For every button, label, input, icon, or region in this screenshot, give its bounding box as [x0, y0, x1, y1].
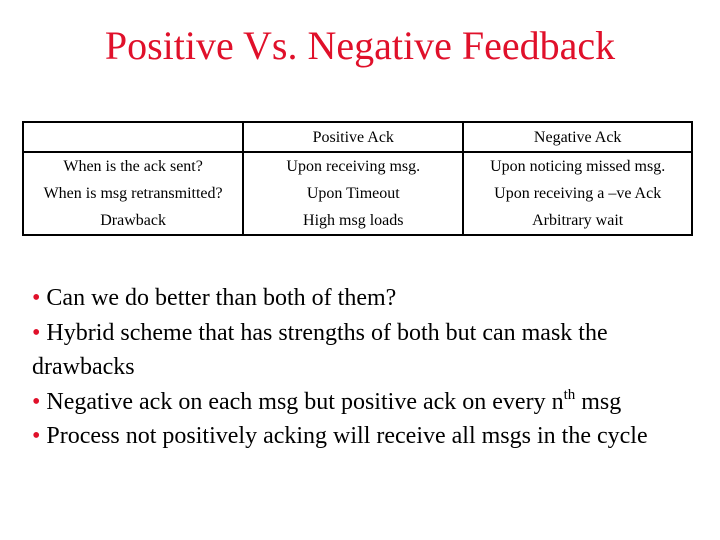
- comparison-table: Positive Ack Negative Ack When is the ac…: [21, 121, 693, 236]
- bullet-item: • Hybrid scheme that has strengths of bo…: [32, 316, 682, 385]
- row-label-cell: When is msg retransmitted?: [21, 180, 245, 207]
- bullet-marker: •: [32, 423, 41, 449]
- slide-title: Positive Vs. Negative Feedback: [104, 23, 616, 68]
- table-row: When is msg retransmitted? Upon Timeout …: [21, 180, 693, 207]
- bullet-text: Negative ack on each msg but positive ac…: [46, 388, 564, 415]
- negative-ack-cell: Arbitrary wait: [462, 207, 693, 236]
- bullet-item: • Negative ack on each msg but positive …: [32, 385, 682, 420]
- negative-ack-cell: Upon receiving a –ve Ack: [462, 180, 693, 207]
- table-row: Drawback High msg loads Arbitrary wait: [21, 207, 693, 236]
- positive-ack-cell: Upon receiving msg.: [242, 152, 465, 180]
- bullet-marker: •: [32, 285, 41, 311]
- positive-ack-cell: Upon Timeout: [242, 180, 465, 207]
- bullet-list: • Can we do better than both of them? • …: [32, 281, 682, 454]
- bullet-text-continued: msg: [575, 388, 622, 415]
- table-row: When is the ack sent? Upon receiving msg…: [21, 152, 693, 180]
- header-cell-empty: [21, 121, 245, 153]
- positive-ack-cell: High msg loads: [242, 207, 465, 236]
- header-cell-negative-ack: Negative Ack: [462, 121, 693, 153]
- row-label-cell: When is the ack sent?: [21, 152, 245, 180]
- ordinal-superscript: th: [563, 386, 576, 403]
- negative-ack-cell: Upon noticing missed msg.: [462, 152, 693, 180]
- bullet-text: Process not positively acking will recei…: [46, 423, 648, 449]
- bullet-text: Hybrid scheme that has strengths of both…: [32, 319, 608, 381]
- bullet-item: • Can we do better than both of them?: [32, 281, 682, 316]
- bullet-marker: •: [32, 319, 41, 346]
- bullet-text: Can we do better than both of them?: [46, 285, 397, 311]
- bullet-item: • Process not positively acking will rec…: [32, 419, 682, 454]
- row-label-cell: Drawback: [21, 207, 245, 236]
- table-header-row: Positive Ack Negative Ack: [21, 121, 693, 153]
- bullet-marker: •: [32, 388, 41, 415]
- header-cell-positive-ack: Positive Ack: [242, 121, 465, 153]
